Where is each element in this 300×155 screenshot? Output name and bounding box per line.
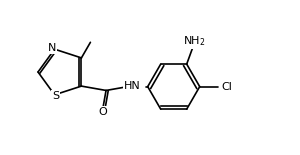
Text: NH$_2$: NH$_2$ <box>183 34 205 48</box>
Text: S: S <box>52 91 59 101</box>
Text: HN: HN <box>124 81 141 91</box>
Text: O: O <box>98 107 107 117</box>
Text: Cl: Cl <box>221 82 232 92</box>
Text: N: N <box>47 43 56 53</box>
